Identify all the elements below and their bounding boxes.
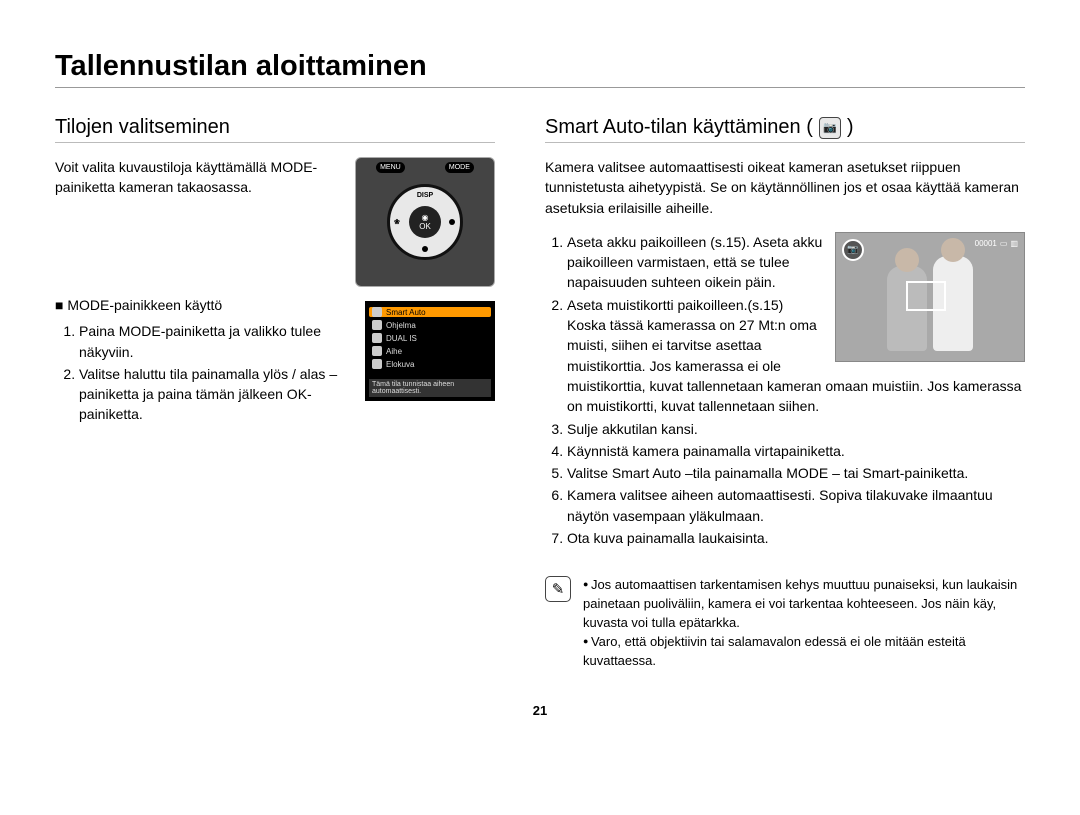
right-step: Valitse Smart Auto –tila painamalla MODE… (567, 463, 1025, 483)
right-step: Ota kuva painamalla laukaisinta. (567, 528, 1025, 548)
camera-back-illustration: MENU MODE DISP ❀ ◉ OK (355, 157, 495, 287)
mode-badge-icon: 📷 (842, 239, 864, 261)
notice-item: Varo, että objektiivin tai salamavalon e… (583, 633, 1025, 671)
notice-box: ✎ Jos automaattisen tarkentamisen kehys … (545, 576, 1025, 670)
smart-auto-icon: 📷 (819, 117, 841, 139)
bottom-dot (422, 246, 428, 252)
right-intro: Kamera valitsee automaattisesti oikeat k… (545, 157, 1025, 218)
page-title: Tallennustilan aloittaminen (55, 50, 1025, 88)
focus-box (906, 281, 946, 311)
ok-button: ◉ OK (409, 206, 441, 238)
note-icon: ✎ (545, 576, 571, 602)
left-flower-icon: ❀ (394, 218, 400, 226)
dpad: DISP ❀ ◉ OK (387, 184, 463, 260)
preview-screenshot: 📷 00001 ▭ ▥ (835, 232, 1025, 362)
page-number: 21 (55, 703, 1025, 718)
menu-label: MENU (376, 162, 405, 173)
notice-item: Jos automaattisen tarkentamisen kehys mu… (583, 576, 1025, 633)
right-dot (449, 219, 455, 225)
status-icons: 00001 ▭ ▥ (975, 239, 1018, 248)
mode-label: MODE (445, 162, 474, 173)
right-step: Kamera valitsee aiheen automaattisesti. … (567, 485, 1025, 526)
menu-screenshot: Smart Auto Ohjelma DUAL IS Aihe Elokuva … (365, 301, 495, 401)
right-step: Sulje akkutilan kansi. (567, 419, 1025, 439)
disp-label: DISP (417, 192, 433, 199)
right-heading: Smart Auto-tilan käyttäminen ( 📷 ) (545, 116, 1025, 143)
left-heading: Tilojen valitseminen (55, 116, 495, 143)
right-step: Käynnistä kamera painamalla virtapainike… (567, 441, 1025, 461)
